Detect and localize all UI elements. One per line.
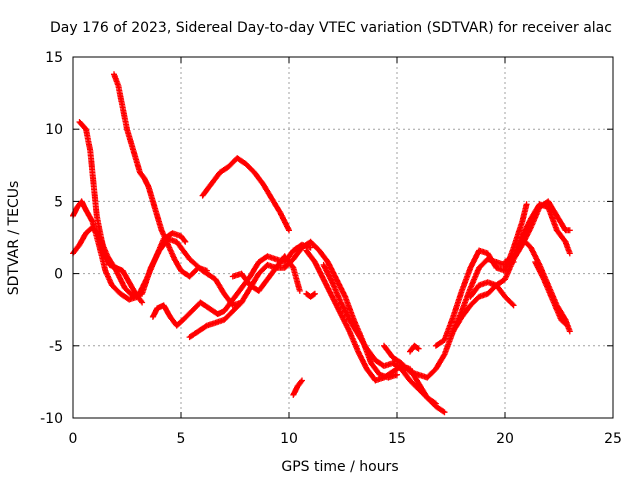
satellite-track-20: [532, 259, 571, 329]
satellite-track-17: [467, 279, 517, 309]
satellite-track-6: [186, 238, 400, 381]
plus-markers: [432, 201, 530, 349]
y-axis-label: SDTVAR / TECUs: [6, 181, 22, 296]
satellite-track-9: [290, 377, 305, 398]
plus-markers: [76, 119, 146, 306]
x-tick-label: 5: [177, 431, 186, 447]
plus-markers: [290, 377, 305, 398]
plus-markers: [303, 290, 318, 300]
plus-markers: [532, 259, 571, 329]
satellite-track-5: [149, 241, 314, 329]
plot-frame: [72, 56, 614, 419]
satellite-track-8: [229, 253, 303, 294]
y-tick-label: 0: [54, 267, 63, 283]
plus-markers: [407, 342, 422, 355]
y-tick-label: 5: [54, 194, 63, 210]
x-tick-label: 25: [604, 431, 622, 447]
grid-lines: [73, 57, 613, 418]
satellite-track-10: [303, 290, 318, 300]
x-axis-label: GPS time / hours: [281, 459, 398, 475]
satellite-track-4: [111, 71, 210, 280]
satellite-track-15: [432, 201, 530, 349]
plus-markers: [199, 155, 292, 234]
plus-markers: [111, 71, 210, 280]
y-tick-label: -10: [40, 411, 63, 427]
x-tick-label: 20: [496, 431, 514, 447]
y-tick-label: 15: [45, 50, 63, 66]
x-tick-label: 10: [280, 431, 298, 447]
satellite-track-3: [76, 119, 146, 306]
plus-markers: [149, 241, 314, 329]
satellite-track-14: [407, 342, 422, 355]
plus-markers: [467, 279, 517, 309]
x-tick-label: 15: [388, 431, 406, 447]
satellite-track-7: [199, 155, 292, 234]
plus-markers: [229, 253, 303, 294]
x-tick-label: 0: [69, 431, 78, 447]
plus-markers: [186, 238, 400, 381]
y-tick-label: -5: [49, 339, 63, 355]
y-tick-label: 10: [45, 122, 63, 138]
axis-ticks: 0 5 10 15 20 25 -10 -5 0 5 10 15: [40, 50, 622, 447]
satellite-track-12: [320, 261, 439, 407]
plus-markers: [320, 261, 439, 407]
chart-title: Day 176 of 2023, Sidereal Day-to-day VTE…: [50, 20, 612, 36]
